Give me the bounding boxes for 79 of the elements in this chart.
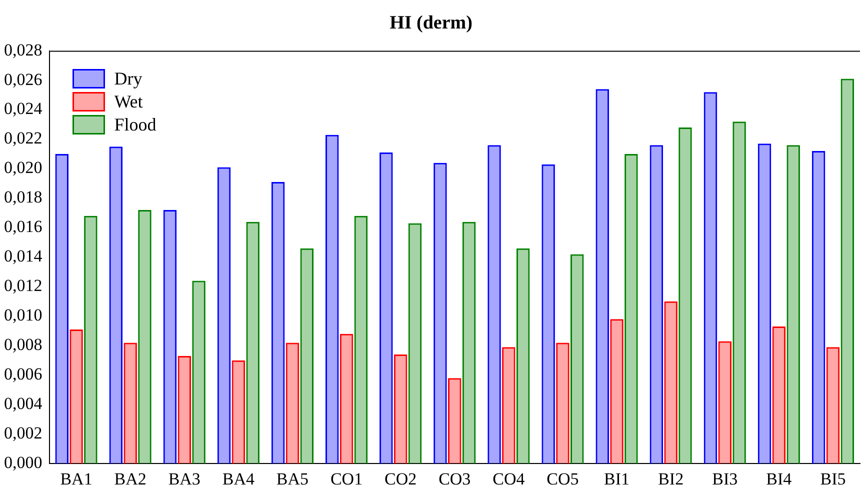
bar (718, 341, 732, 464)
bar (354, 216, 368, 464)
bar (826, 347, 840, 464)
x-tick-label: BA4 (222, 469, 255, 488)
y-tick-label: 0,004 (4, 394, 43, 414)
bar (516, 248, 530, 464)
legend-label: Wet (114, 92, 143, 112)
bar (542, 164, 555, 464)
y-tick-label: 0,022 (4, 128, 42, 148)
bar (596, 89, 609, 464)
bar (448, 378, 462, 464)
bar (570, 254, 584, 464)
x-tick-label: BA1 (60, 469, 92, 488)
bar (138, 210, 152, 464)
x-tick-label: CO1 (330, 469, 363, 488)
bar (408, 223, 422, 464)
bar (340, 334, 354, 464)
bar (271, 182, 285, 464)
x-tick-label: BA2 (114, 469, 146, 488)
bar (556, 342, 570, 464)
bar (109, 146, 123, 464)
bar (192, 280, 206, 464)
bar (624, 154, 638, 464)
y-tick-label: 0,016 (4, 217, 42, 236)
bar (772, 326, 786, 464)
bar (786, 145, 800, 464)
legend-label: Dry (114, 68, 142, 89)
y-tick-label: 0,020 (4, 158, 42, 178)
bar (678, 127, 692, 464)
y-tick-label: 0,014 (4, 246, 43, 266)
bar (840, 78, 854, 464)
bar (758, 144, 772, 464)
bar (286, 342, 300, 464)
bar (462, 222, 476, 464)
bar (394, 354, 408, 464)
x-tick-label: BI2 (658, 469, 684, 488)
bar (664, 301, 678, 464)
chart-title: HI (derm) (390, 12, 472, 34)
x-tick-label: BI3 (712, 469, 738, 488)
y-tick-label: 0,018 (4, 188, 42, 207)
x-tick-label: BA3 (168, 469, 200, 488)
bar (650, 145, 664, 464)
bar (732, 122, 746, 464)
bar (246, 222, 260, 464)
y-tick-label: 0,006 (4, 364, 42, 384)
bar (325, 134, 339, 464)
bar (217, 167, 231, 464)
y-tick-label: 0,024 (4, 99, 43, 118)
bar (300, 248, 314, 464)
x-tick-label: CO2 (384, 469, 417, 488)
y-tick-label: 0,008 (4, 335, 42, 354)
x-tick-label: BA5 (276, 469, 309, 488)
bar (163, 210, 177, 464)
x-tick-label: CO4 (492, 469, 526, 488)
bar (84, 216, 98, 464)
x-tick-label: CO3 (438, 469, 471, 488)
x-tick-label: BI5 (820, 469, 846, 488)
bar (610, 319, 624, 464)
x-tick-label: BI1 (604, 469, 630, 488)
bar (70, 329, 83, 464)
y-tick-label: 0,026 (4, 70, 42, 89)
y-tick-label: 0,010 (4, 306, 42, 325)
legend-label: Flood (114, 114, 156, 135)
bar (488, 145, 501, 464)
bar (812, 151, 826, 464)
bar (434, 162, 447, 464)
y-tick-label: 0,002 (4, 424, 42, 443)
bar (55, 154, 68, 464)
y-tick-label: 0,012 (4, 276, 42, 296)
bar (178, 356, 192, 464)
bar (380, 152, 393, 464)
bar (124, 342, 137, 464)
bar (232, 360, 246, 464)
bar (502, 347, 516, 464)
x-tick-label: CO5 (546, 469, 579, 488)
x-tick-label: BI4 (766, 469, 792, 488)
y-tick-label: 0,028 (4, 40, 42, 60)
bar (704, 92, 718, 464)
y-tick-label: 0,000 (4, 453, 42, 472)
